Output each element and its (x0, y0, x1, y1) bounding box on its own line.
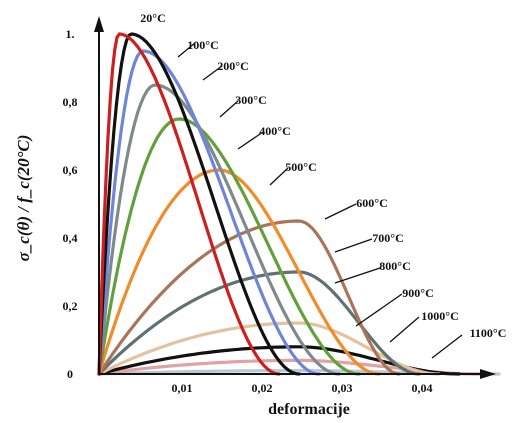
series-label-800c: 800°C (379, 259, 410, 273)
series-label-300c: 300°C (235, 93, 266, 107)
y-tick-label: 0,8 (63, 95, 78, 109)
leader-700c (334, 238, 373, 253)
label-leaders (177, 42, 463, 359)
y-tick-label: 1. (66, 27, 75, 41)
series-labels: 20°C 100°C 200°C 300°C 400°C 500°C 600°C 700°C 8… (140, 11, 506, 340)
series-label-1000c: 1000°C (421, 309, 458, 323)
leader-400c (237, 131, 264, 150)
curve-100c (97, 32, 301, 376)
curve-20c (97, 32, 281, 376)
leader-1100c (431, 334, 463, 359)
x-tick-label: 0,01 (172, 381, 193, 395)
series-label-900c: 900°C (402, 286, 433, 300)
leader-800c (334, 267, 381, 284)
y-tick-label: 0 (67, 367, 73, 381)
curve-500c (97, 168, 381, 376)
x-axis-arrow (480, 369, 496, 379)
tick-labels: 0,01 0,02 0,03 0,04 0 0,2 0,4 0,6 0,8 1. (63, 27, 433, 395)
series-label-600c: 600°C (356, 196, 387, 210)
y-tick-label: 0,6 (63, 163, 78, 177)
y-axis-title: σ_c(θ) / f_c(20°C) (14, 135, 33, 262)
series-label-100c: 100°C (187, 38, 218, 52)
y-tick-label: 0,4 (63, 231, 78, 245)
y-tick-label: 0,2 (63, 299, 78, 313)
leader-300c (219, 100, 239, 118)
y-axis-arrow (94, 16, 104, 32)
chart-curves (97, 32, 501, 376)
series-label-400c: 400°C (259, 124, 290, 138)
leader-600c (324, 203, 357, 220)
leader-200c (202, 65, 223, 81)
curve-300c (97, 83, 341, 376)
curve-400c (97, 117, 361, 376)
x-tick-label: 0,04 (412, 381, 433, 395)
curve-800c (97, 321, 441, 376)
x-axis-title: deformacije (268, 401, 350, 418)
leader-1000c (389, 316, 420, 343)
curve-200c (97, 49, 321, 376)
x-tick-label: 0,03 (332, 381, 353, 395)
axes (94, 16, 496, 379)
leader-900c (355, 293, 403, 327)
series-label-20c: 20°C (140, 11, 165, 25)
leader-500c (269, 167, 289, 186)
series-label-700c: 700°C (372, 231, 403, 245)
leader-100c (177, 42, 196, 58)
x-tick-label: 0,02 (252, 381, 273, 395)
series-label-200c: 200°C (217, 59, 248, 73)
series-label-1100c: 1100°C (470, 326, 507, 340)
series-label-500c: 500°C (285, 160, 316, 174)
